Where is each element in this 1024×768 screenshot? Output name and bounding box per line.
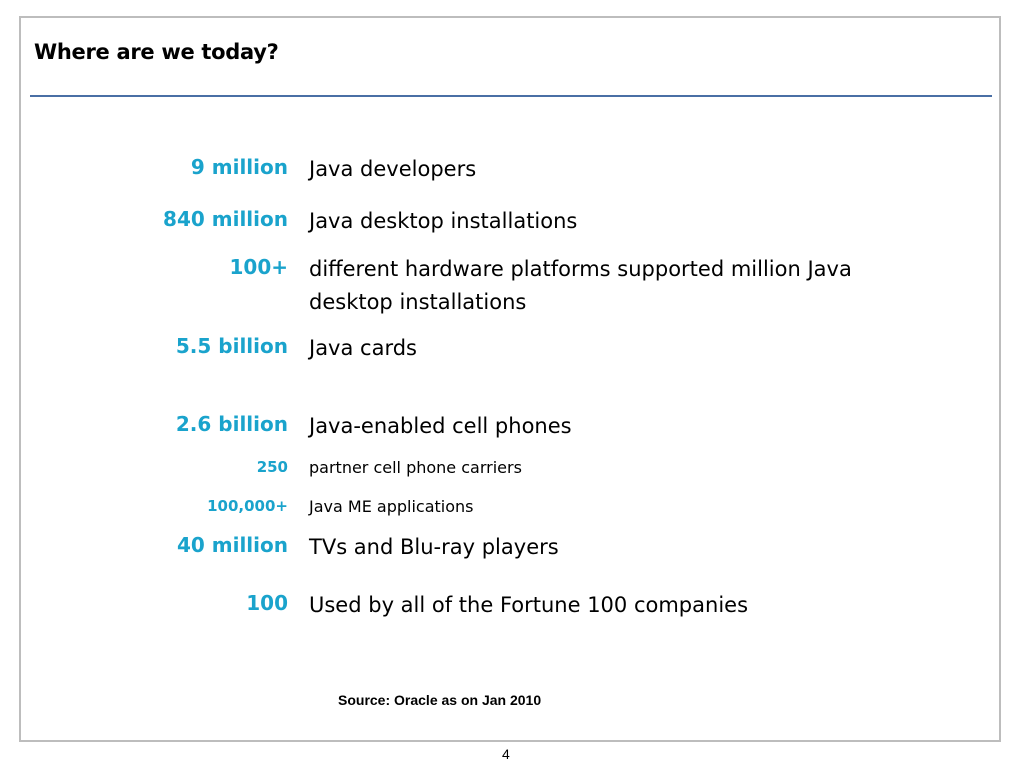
stat-description: Java-enabled cell phones <box>309 414 572 438</box>
stat-value: 100,000+ <box>207 497 288 515</box>
stat-value: 100 <box>246 591 288 615</box>
stat-description: Java cards <box>309 336 417 360</box>
stat-description: Java developers <box>309 157 477 181</box>
stat-description: different hardware platforms supported m… <box>309 257 852 314</box>
slide-frame <box>19 16 1001 742</box>
stat-description: partner cell phone carriers <box>309 458 522 477</box>
stat-value: 2.6 billion <box>175 412 288 436</box>
stat-description: Used by all of the Fortune 100 companies <box>309 593 749 617</box>
stat-value: 5.5 billion <box>175 334 288 358</box>
stat-description: Java desktop installations <box>309 209 578 233</box>
stat-description: Java ME applications <box>309 497 474 516</box>
stat-value: 9 million <box>190 155 288 179</box>
stat-value: 250 <box>256 458 288 476</box>
stat-value: 100+ <box>229 255 288 279</box>
page-number: 4 <box>502 746 510 762</box>
stat-description: TVs and Blu-ray players <box>309 535 559 559</box>
title-divider <box>30 95 992 97</box>
stat-value: 840 million <box>163 207 288 231</box>
slide-title: Where are we today? <box>34 40 279 64</box>
source-note: Source: Oracle as on Jan 2010 <box>338 692 542 708</box>
stat-value: 40 million <box>176 533 288 557</box>
